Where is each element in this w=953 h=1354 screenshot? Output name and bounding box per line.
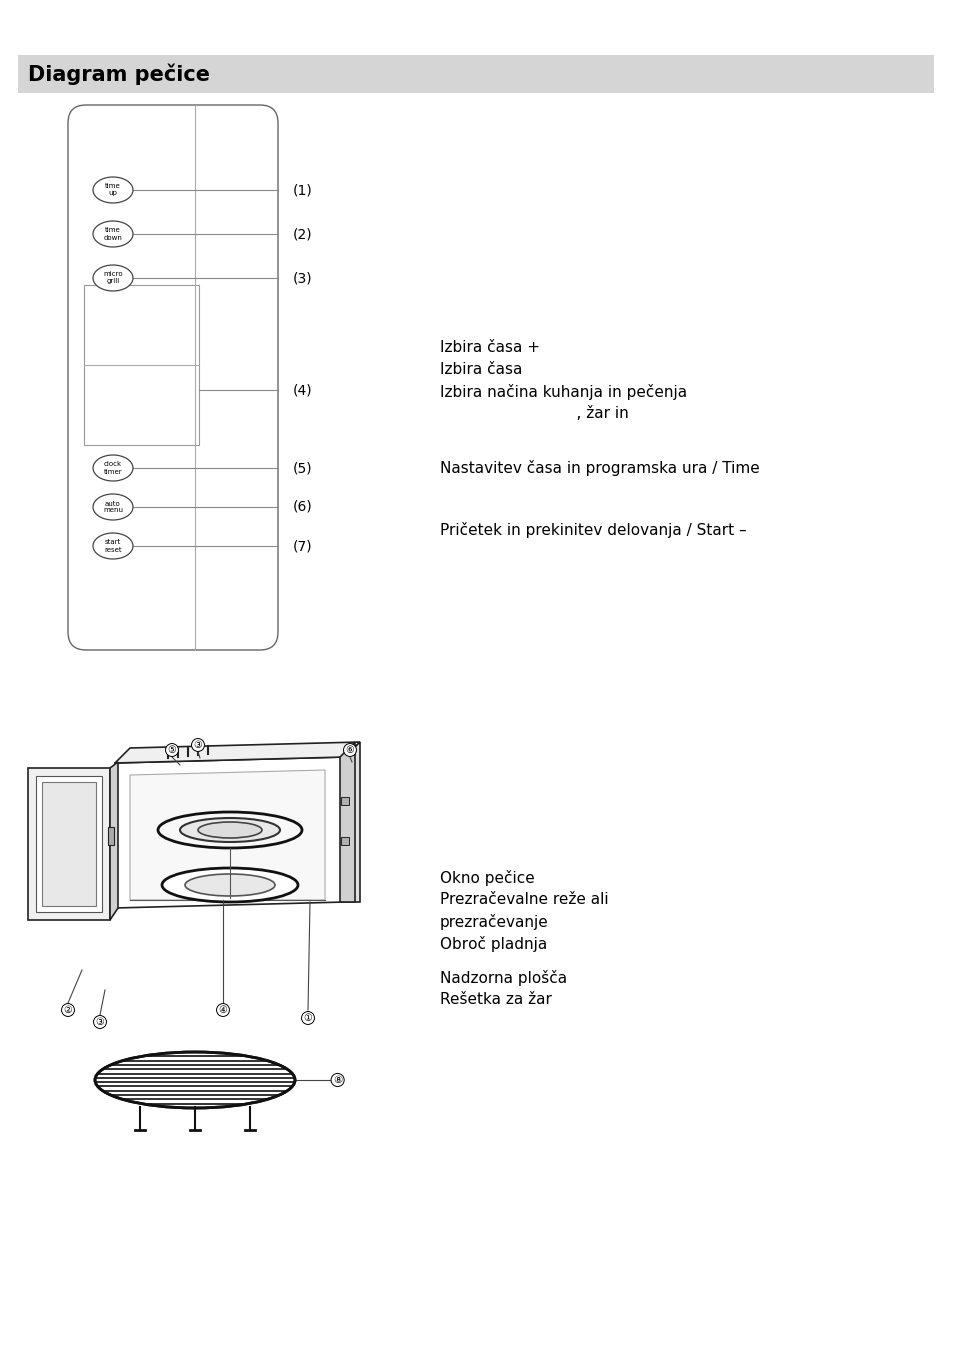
Bar (18, 56, 933, 93)
Polygon shape (115, 757, 345, 909)
Text: Pričetek in prekinitev delovanja / Start –: Pričetek in prekinitev delovanja / Start… (439, 523, 746, 538)
Text: ⑥: ⑥ (345, 745, 354, 756)
Ellipse shape (92, 533, 132, 559)
Text: Obrоč pladnja: Obrоč pladnja (439, 936, 547, 952)
Text: Okno pečice: Okno pečice (439, 871, 535, 886)
Text: ③: ③ (95, 1017, 104, 1026)
Text: (2): (2) (293, 227, 313, 241)
Polygon shape (28, 768, 110, 919)
Text: clock
timer: clock timer (104, 462, 122, 474)
Text: (4): (4) (293, 383, 313, 397)
Text: Nastavitev časa in programska ura / Time: Nastavitev časa in programska ura / Time (439, 460, 759, 477)
Text: (7): (7) (293, 539, 313, 552)
Text: time
up: time up (105, 184, 121, 196)
Text: ③: ③ (193, 741, 202, 750)
Ellipse shape (198, 822, 262, 838)
Text: , žar in: , žar in (439, 406, 628, 421)
Text: ④: ④ (218, 1005, 227, 1016)
Polygon shape (36, 776, 102, 913)
Text: Izbira časa +: Izbira časa + (439, 340, 539, 355)
Polygon shape (345, 742, 359, 902)
Ellipse shape (92, 455, 132, 481)
Text: Rešetka za žar: Rešetka za žar (439, 992, 551, 1007)
Text: Izbira načina kuhanja in pečenja: Izbira načina kuhanja in pečenja (439, 385, 686, 399)
Ellipse shape (92, 265, 132, 291)
Text: ①: ① (303, 1013, 312, 1024)
Polygon shape (130, 770, 325, 900)
Text: (3): (3) (293, 271, 313, 284)
Ellipse shape (92, 494, 132, 520)
Text: Prezračevalne reže ali: Prezračevalne reže ali (439, 892, 608, 907)
Text: (1): (1) (293, 183, 313, 196)
Ellipse shape (162, 868, 297, 902)
Text: prezračevanje: prezračevanje (439, 914, 548, 930)
Text: Diagram pečice: Diagram pečice (28, 64, 210, 85)
Polygon shape (115, 742, 359, 764)
Ellipse shape (92, 177, 132, 203)
Text: ⑧: ⑧ (333, 1075, 342, 1085)
Ellipse shape (185, 873, 274, 896)
Bar (340, 798, 349, 806)
Text: ②: ② (64, 1005, 72, 1016)
Bar (340, 837, 349, 845)
Polygon shape (339, 742, 355, 902)
Polygon shape (110, 762, 118, 919)
Ellipse shape (95, 1052, 294, 1108)
Bar (108, 827, 113, 845)
FancyBboxPatch shape (68, 106, 277, 650)
Text: micro
grill: micro grill (103, 272, 123, 284)
Ellipse shape (92, 221, 132, 246)
Text: start
reset: start reset (104, 539, 122, 552)
Bar (84, 284, 199, 445)
Text: (5): (5) (293, 460, 313, 475)
Text: Izbira časa: Izbira časa (439, 362, 522, 376)
Text: auto
menu: auto menu (103, 501, 123, 513)
Polygon shape (42, 783, 96, 906)
Ellipse shape (180, 818, 280, 842)
Text: time
down: time down (104, 227, 122, 241)
Text: (6): (6) (293, 500, 313, 515)
Text: ⑤: ⑤ (168, 745, 176, 756)
Text: Nadzorna plošča: Nadzorna plošča (439, 969, 566, 986)
